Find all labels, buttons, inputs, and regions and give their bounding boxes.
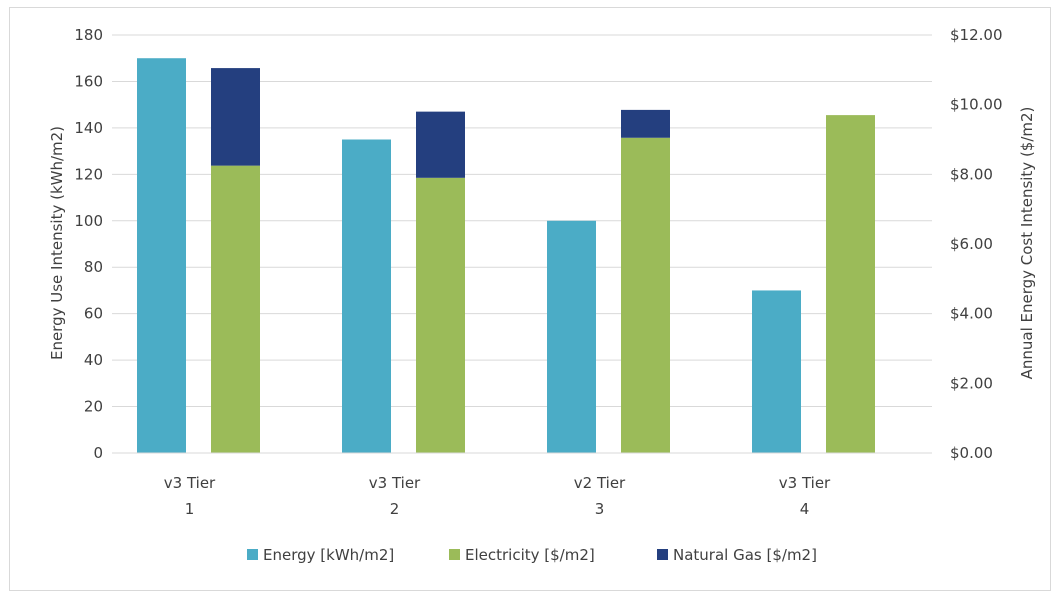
right-axis-tick-label: $0.00 [950, 444, 993, 462]
legend-label: Energy [kWh/m2] [263, 546, 394, 564]
right-axis-tick-label: $10.00 [950, 96, 1003, 114]
category-tick-label: v3 Tier [369, 474, 421, 492]
bar-electricity [621, 137, 670, 453]
bar-energy [547, 220, 596, 453]
left-axis-tick-label: 40 [84, 351, 103, 369]
category-tick-label: 3 [595, 500, 605, 518]
left-axis-tick-label: 160 [74, 72, 103, 90]
left-axis-ticks: 0 20 40 60 80 100 120 140 160 180 [74, 26, 103, 462]
category-tick-label: 1 [185, 500, 195, 518]
bar-electricity [826, 115, 875, 453]
left-axis-tick-label: 180 [74, 26, 103, 44]
right-axis-tick-label: $6.00 [950, 235, 993, 253]
right-axis-tick-label: $8.00 [950, 165, 993, 183]
right-axis-tick-label: $2.00 [950, 374, 993, 392]
bar-natural [211, 68, 260, 166]
bar-electricity [211, 165, 260, 453]
left-axis-tick-label: 80 [84, 258, 103, 276]
category-tick-label: v3 Tier [164, 474, 216, 492]
bar-natural [621, 109, 670, 138]
legend-swatch [247, 549, 258, 560]
left-axis-tick-label: 120 [74, 165, 103, 183]
bars [137, 58, 875, 454]
bar-energy [137, 58, 186, 453]
right-axis-ticks: $0.00 $2.00 $4.00 $6.00 $8.00 $10.00 $12.00 [950, 26, 1003, 462]
left-axis-tick-label: 0 [93, 444, 103, 462]
left-axis-tick-label: 100 [74, 212, 103, 230]
category-tick-label: 2 [390, 500, 400, 518]
left-axis-title: Energy Use Intensity (kWh/m2) [48, 126, 66, 360]
bar-energy [342, 139, 391, 453]
right-axis-tick-label: $4.00 [950, 305, 993, 323]
legend-swatch [449, 549, 460, 560]
bar-natural [416, 111, 465, 178]
left-axis-tick-label: 140 [74, 119, 103, 137]
category-tick-label: v2 Tier [574, 474, 626, 492]
bar-energy [752, 290, 801, 453]
category-tick-label: 4 [800, 500, 810, 518]
right-axis-title: Annual Energy Cost Intensity ($/m2) [1018, 107, 1036, 380]
legend: Energy [kWh/m2] Electricity [$/m2] Natural… [247, 546, 817, 564]
right-axis-tick-label: $12.00 [950, 26, 1003, 44]
bar-electricity [416, 177, 465, 454]
legend-label: Electricity [$/m2] [465, 546, 595, 564]
category-axis-ticks: v3 Tier 1 v3 Tier 2 v2 Tier 3 v3 Tier 4 [164, 474, 831, 518]
legend-label: Natural Gas [$/m2] [673, 546, 817, 564]
left-axis-tick-label: 60 [84, 305, 103, 323]
legend-swatch [657, 549, 668, 560]
left-axis-tick-label: 20 [84, 398, 103, 416]
category-tick-label: v3 Tier [779, 474, 831, 492]
